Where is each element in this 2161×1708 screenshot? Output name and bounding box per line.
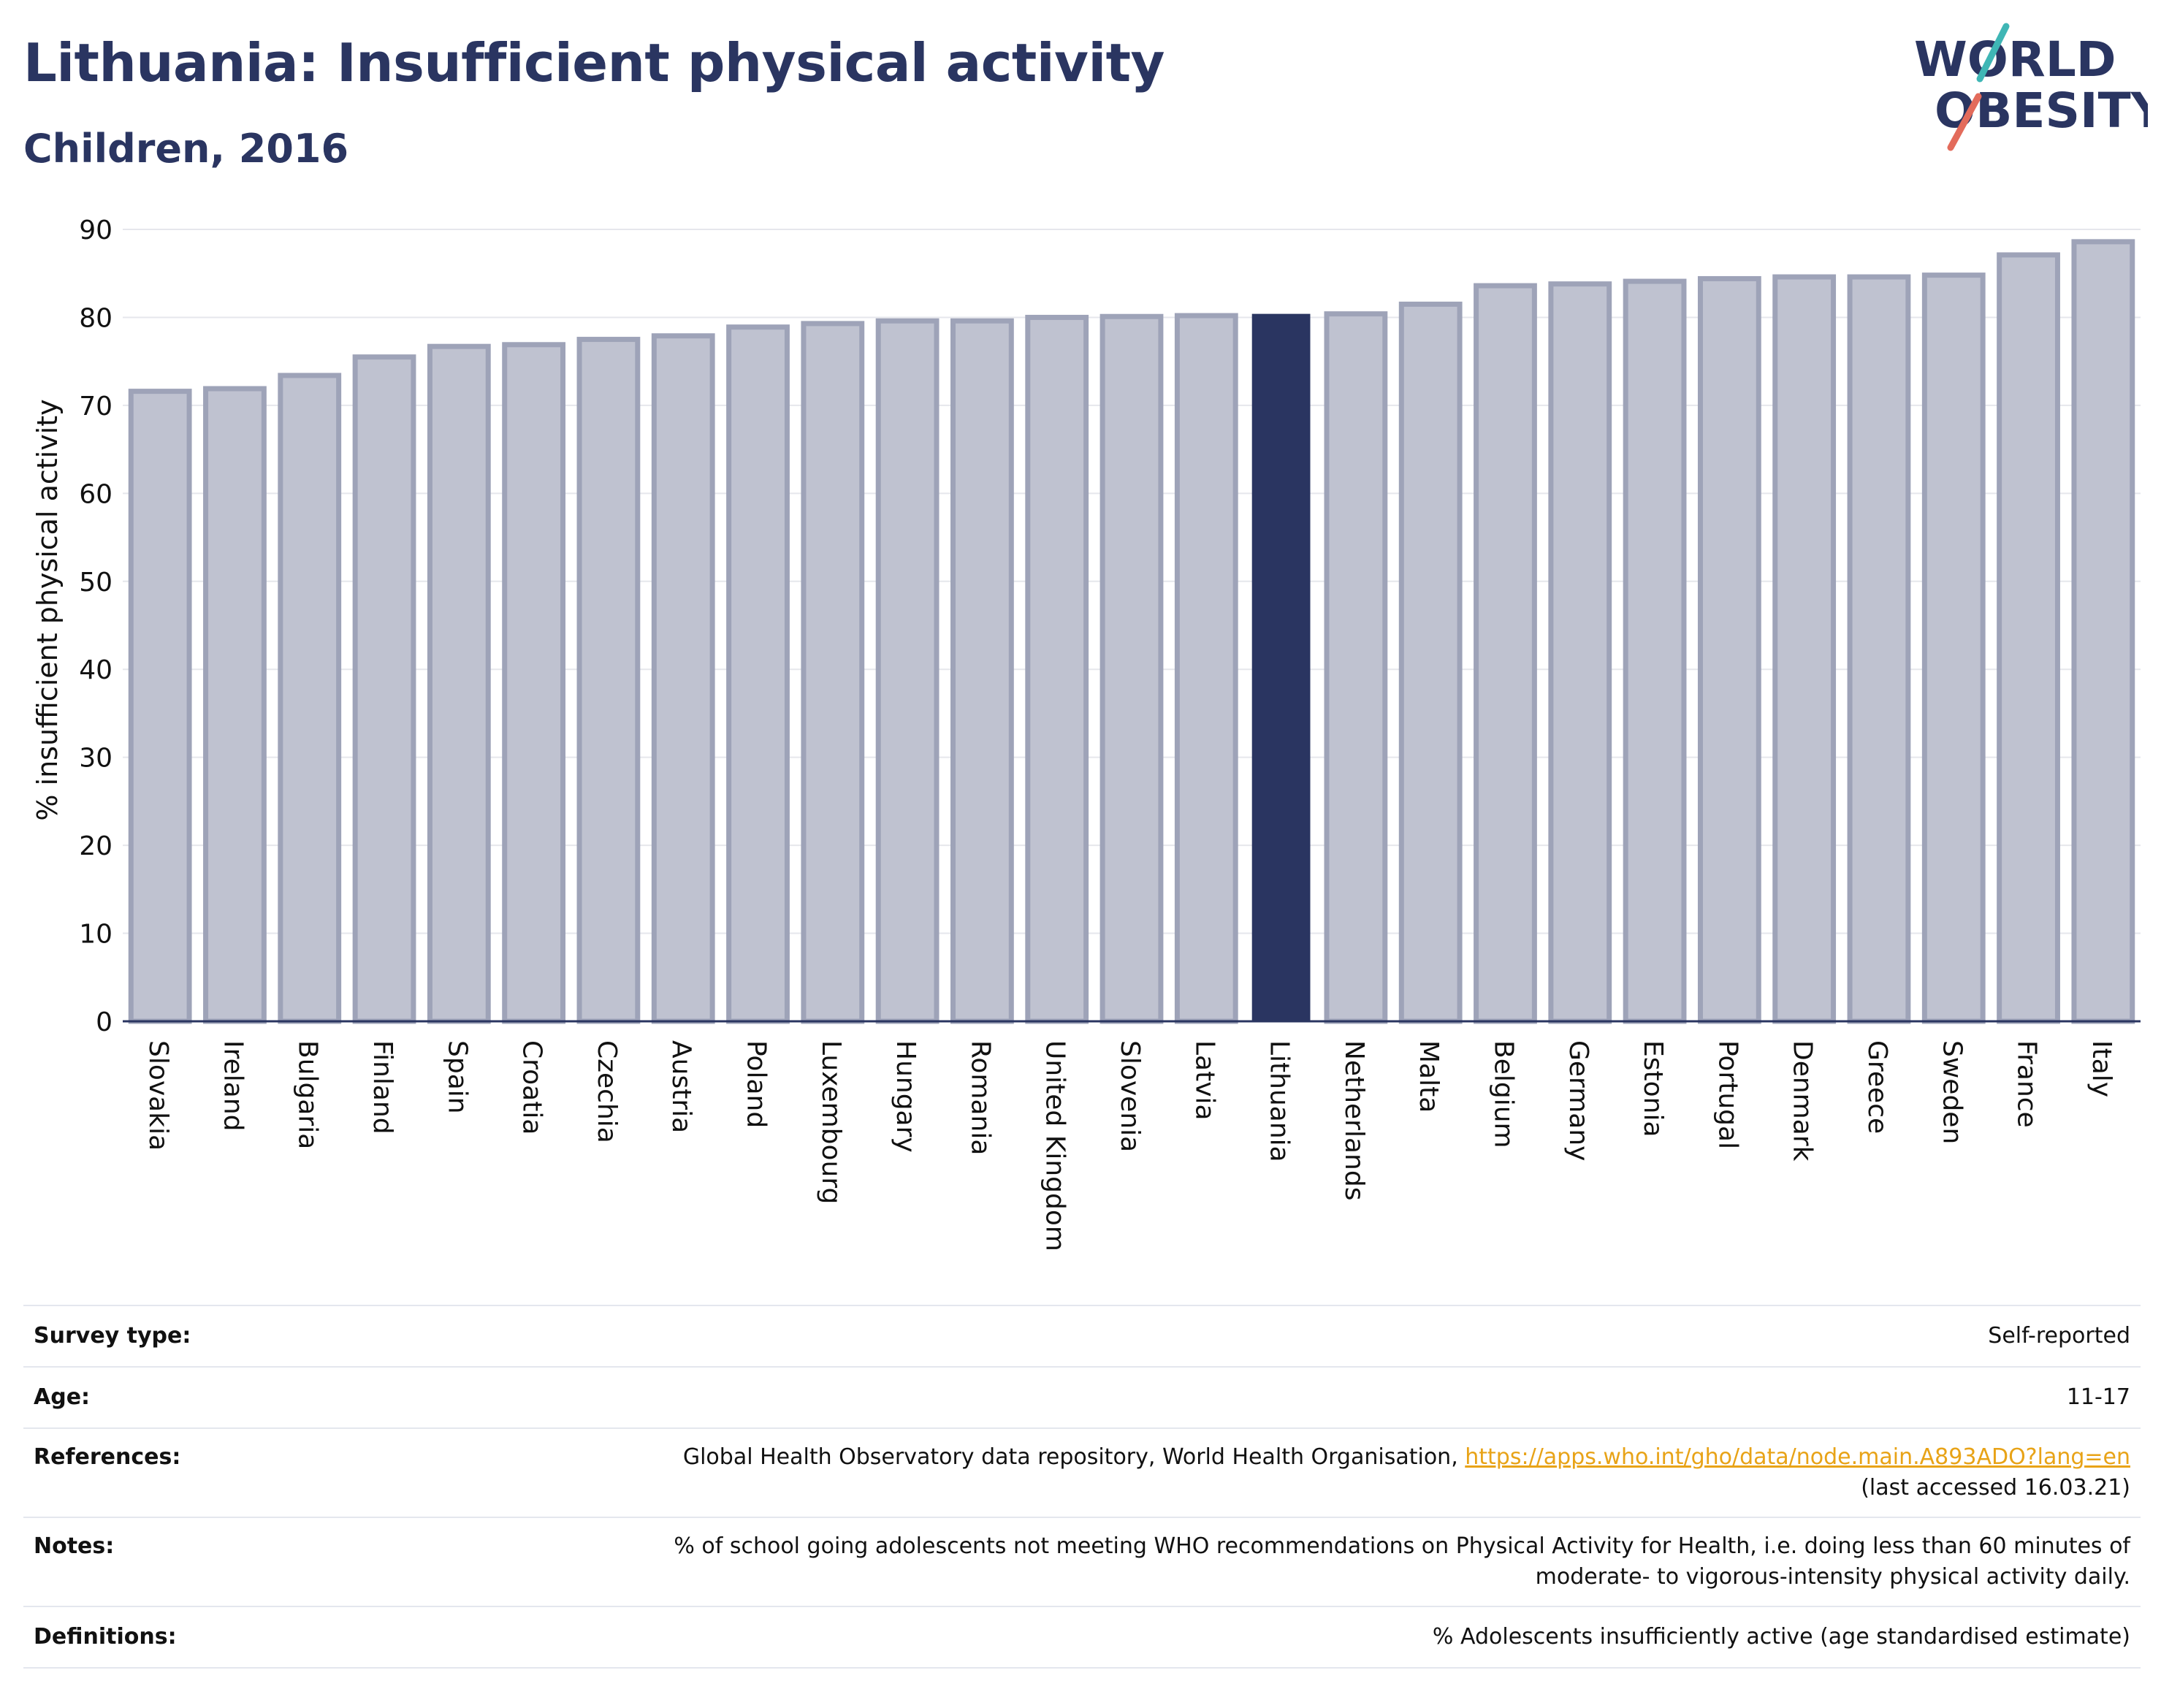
y-tick-label: 30	[79, 744, 113, 774]
x-tick-label: Italy	[2086, 1040, 2116, 1097]
x-tick-label: Lithuania	[1265, 1040, 1295, 1162]
bar-france	[1997, 252, 2060, 1024]
x-tick-label: Malta	[1414, 1040, 1444, 1113]
x-tick-label: Sweden	[1937, 1040, 1967, 1144]
x-tick-label: Bulgaria	[293, 1040, 323, 1149]
y-tick-label: 10	[79, 920, 113, 950]
info-value: Global Health Observatory data repositor…	[683, 1442, 2141, 1503]
x-tick-label: Denmark	[1788, 1040, 1818, 1162]
bars	[128, 239, 2135, 1024]
bar-czechia	[576, 337, 641, 1024]
info-value-text: Self-reported	[1988, 1323, 2130, 1349]
bar-germany	[1548, 281, 1612, 1024]
bar-latvia	[1174, 313, 1238, 1024]
x-tick-label: France	[2012, 1040, 2042, 1128]
y-tick-label: 60	[79, 479, 113, 509]
bar-united-kingdom	[1025, 314, 1089, 1024]
info-value: 11-17	[2067, 1382, 2141, 1413]
bar-highlight-lithuania	[1251, 313, 1311, 1021]
x-tick-label: Germany	[1563, 1040, 1593, 1161]
y-tick-label: 70	[79, 392, 113, 422]
info-label: References:	[34, 1444, 181, 1470]
chart-title: Lithuania: Insufficient physical activit…	[23, 32, 1165, 94]
x-tick-label: Finland	[367, 1040, 397, 1135]
info-label: Notes:	[34, 1533, 115, 1559]
logo-slash-coral	[1947, 93, 1982, 151]
info-table: Survey type: Self-reported Age: 11-17 Refere…	[23, 1305, 2141, 1669]
info-label: Survey type:	[34, 1323, 191, 1349]
bar-slovakia	[128, 389, 192, 1024]
info-value-text-line2: (last accessed 16.03.21)	[1861, 1475, 2130, 1501]
bar-bulgaria	[278, 373, 342, 1024]
logo-slash-teal	[1976, 23, 2010, 83]
x-tick-label: Hungary	[891, 1040, 921, 1153]
info-row: Definitions: % Adolescents insufficiently…	[23, 1606, 2141, 1669]
bar-finland	[352, 354, 416, 1024]
x-tick-label: Romania	[965, 1040, 995, 1155]
x-tick-label: Belgium	[1488, 1040, 1518, 1148]
info-value: Self-reported	[1988, 1321, 2141, 1351]
info-label: Age:	[34, 1384, 91, 1410]
bar-chart: 0 10 20 30 40 50 60 70 80 90 Slovakia Ireland Bulga…	[31, 216, 2141, 1251]
chart-subtitle: Children, 2016	[23, 126, 349, 172]
bar-sweden	[1921, 272, 1986, 1024]
info-value: % of school going adolescents not meetin…	[674, 1531, 2141, 1593]
bar-netherlands	[1324, 311, 1388, 1024]
bar-spain	[427, 343, 491, 1024]
info-row: Notes: % of school going adolescents not …	[23, 1517, 2141, 1606]
bar-ireland	[203, 386, 267, 1024]
info-value-text: 11-17	[2066, 1384, 2130, 1410]
bar-greece	[1847, 274, 1911, 1024]
x-tick-labels: Slovakia Ireland Bulgaria Finland Spain Croat…	[143, 1040, 2116, 1251]
info-value-text: % Adolescents insufficiently active (age…	[1432, 1624, 2130, 1650]
x-tick-label: United Kingdom	[1040, 1040, 1070, 1251]
bar-malta	[1398, 301, 1463, 1024]
bar-italy	[2071, 239, 2135, 1024]
bar-portugal	[1697, 275, 1761, 1024]
bar-poland	[726, 324, 790, 1024]
bar-austria	[651, 333, 715, 1024]
bar-belgium	[1474, 283, 1537, 1024]
bar-croatia	[502, 342, 566, 1024]
bar-denmark	[1772, 274, 1837, 1024]
x-tick-label: Ireland	[218, 1040, 248, 1132]
y-tick-label: 90	[79, 216, 113, 245]
x-tick-label: Spain	[442, 1040, 472, 1114]
y-tick-label: 80	[79, 303, 113, 333]
y-tick-label: 20	[79, 831, 113, 861]
info-value-text: % of school going adolescents not meetin…	[674, 1533, 2130, 1559]
info-value: % Adolescents insufficiently active (age…	[1433, 1622, 2141, 1652]
info-row: Survey type: Self-reported	[23, 1305, 2141, 1366]
bar-romania	[950, 318, 1014, 1024]
x-tick-label: Luxembourg	[816, 1040, 846, 1204]
x-tick-label: Slovakia	[143, 1040, 173, 1151]
y-tick-label: 0	[96, 1007, 113, 1037]
x-tick-label: Austria	[666, 1040, 696, 1133]
bar-hungary	[875, 318, 940, 1024]
x-tick-label: Czechia	[592, 1040, 622, 1143]
y-axis-label: % insufficient physical activity	[31, 399, 64, 820]
x-tick-label: Portugal	[1712, 1040, 1742, 1149]
x-tick-label: Latvia	[1189, 1040, 1219, 1121]
logo-line-1: WORLD	[1914, 31, 2116, 88]
info-row: References: Global Health Observatory dat…	[23, 1427, 2141, 1517]
x-tick-label: Netherlands	[1339, 1040, 1369, 1200]
info-label: Definitions:	[34, 1624, 177, 1650]
y-tick-label: 50	[79, 568, 113, 598]
x-tick-label: Poland	[742, 1040, 771, 1128]
x-tick-label: Estonia	[1638, 1040, 1668, 1137]
info-row: Age: 11-17	[23, 1366, 2141, 1427]
y-tick-labels: 0 10 20 30 40 50 60 70 80 90	[79, 216, 113, 1037]
bar-slovenia	[1099, 313, 1164, 1024]
bar-estonia	[1623, 278, 1687, 1024]
info-value-text-line2: moderate- to vigorous-intensity physical…	[1535, 1564, 2130, 1590]
info-value-text: Global Health Observatory data repositor…	[682, 1444, 1466, 1470]
world-obesity-logo: WORLD OBESITY	[1914, 23, 2148, 151]
x-tick-label: Croatia	[517, 1040, 547, 1135]
reference-link[interactable]: https://apps.who.int/gho/data/node.main.…	[1465, 1444, 2130, 1470]
x-tick-label: Greece	[1862, 1040, 1892, 1134]
y-tick-label: 40	[79, 655, 113, 685]
x-tick-label: Slovenia	[1115, 1040, 1145, 1152]
bar-luxembourg	[801, 321, 865, 1024]
